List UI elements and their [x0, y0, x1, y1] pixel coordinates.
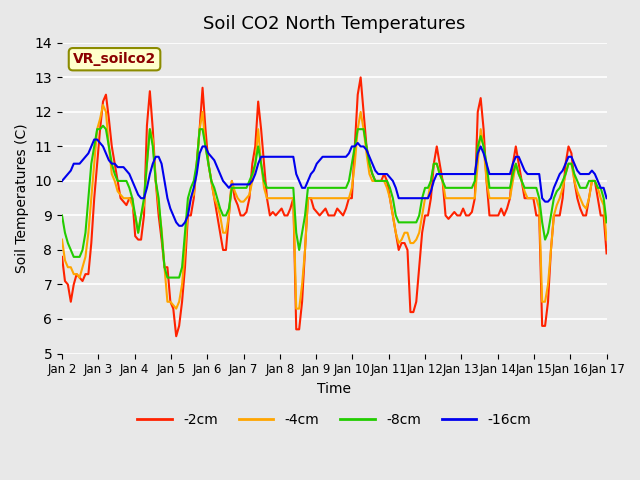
Line: -8cm: -8cm [62, 126, 607, 277]
-2cm [503, 205, 511, 211]
-4cm [172, 306, 180, 312]
-8cm [503, 185, 511, 191]
Line: -4cm: -4cm [62, 105, 607, 309]
Y-axis label: Soil Temperatures (C): Soil Temperatures (C) [15, 123, 29, 273]
-16cm [181, 219, 189, 225]
-2cm [421, 213, 429, 218]
-8cm [603, 219, 611, 225]
Text: VR_soilco2: VR_soilco2 [73, 52, 156, 66]
-2cm [172, 334, 180, 339]
-4cm [509, 178, 516, 184]
-4cm [181, 247, 189, 253]
-8cm [99, 123, 107, 129]
Line: -16cm: -16cm [62, 140, 607, 226]
Legend: -2cm, -4cm, -8cm, -16cm: -2cm, -4cm, -8cm, -16cm [132, 407, 537, 432]
-16cm [509, 161, 516, 167]
-8cm [509, 171, 516, 177]
-8cm [328, 185, 335, 191]
-8cm [164, 275, 172, 280]
-8cm [79, 247, 86, 253]
-4cm [603, 237, 611, 242]
Line: -2cm: -2cm [62, 77, 607, 336]
-4cm [58, 237, 66, 242]
-8cm [421, 185, 429, 191]
X-axis label: Time: Time [317, 382, 351, 396]
-16cm [58, 178, 66, 184]
-16cm [175, 223, 183, 228]
-16cm [328, 154, 335, 160]
Title: Soil CO2 North Temperatures: Soil CO2 North Temperatures [203, 15, 465, 33]
-4cm [503, 195, 511, 201]
-4cm [99, 102, 107, 108]
-16cm [603, 195, 611, 201]
-8cm [58, 213, 66, 218]
-2cm [603, 251, 611, 256]
-2cm [357, 74, 365, 80]
-2cm [509, 161, 516, 167]
-2cm [79, 278, 86, 284]
-2cm [324, 213, 332, 218]
-16cm [79, 157, 86, 163]
-16cm [90, 137, 98, 143]
-16cm [421, 195, 429, 201]
-8cm [181, 230, 189, 236]
-4cm [79, 264, 86, 270]
-2cm [58, 254, 66, 260]
-2cm [178, 299, 186, 305]
-4cm [421, 195, 429, 201]
-4cm [328, 195, 335, 201]
-16cm [503, 171, 511, 177]
